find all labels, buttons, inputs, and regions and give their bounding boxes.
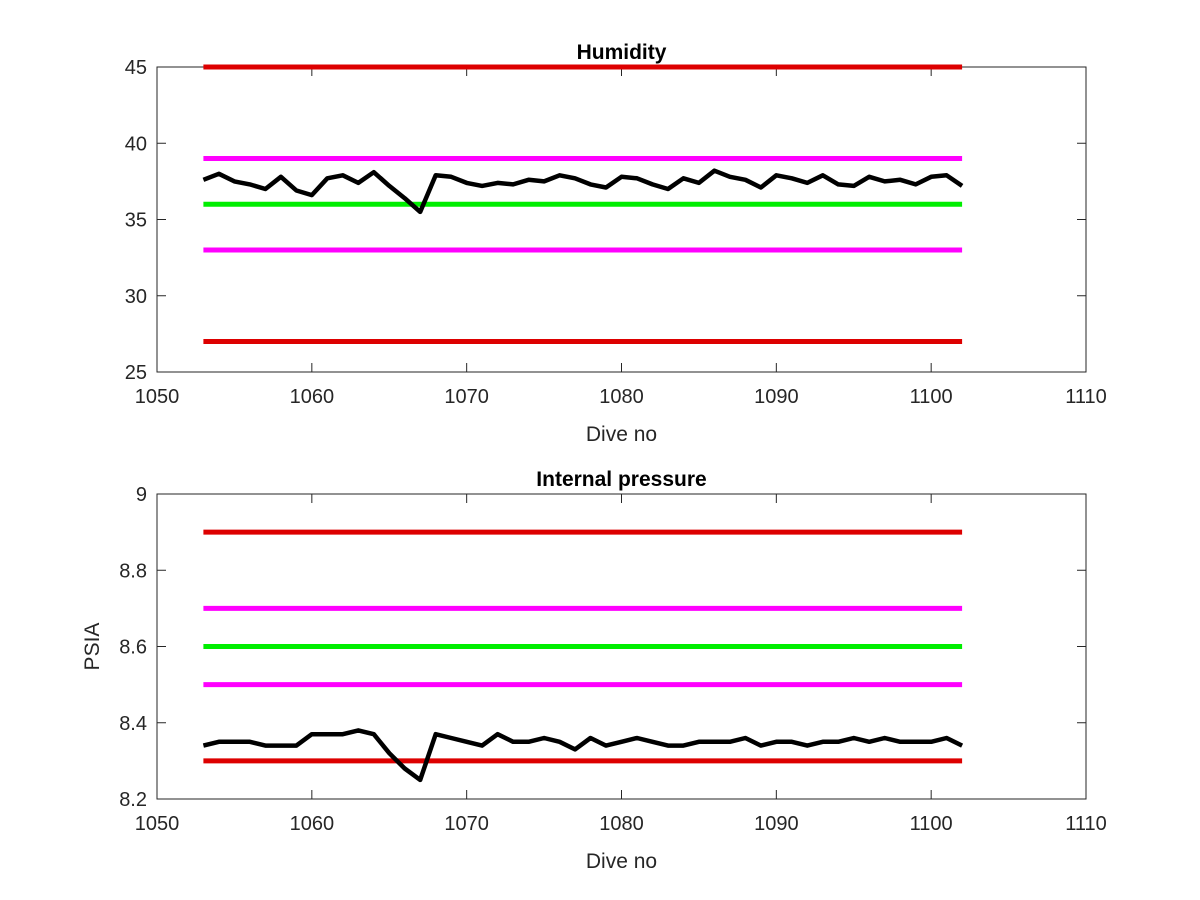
- series-line-data: [202, 728, 964, 783]
- y-tick-label: 30: [125, 286, 147, 308]
- x-tick-label: 1050: [135, 386, 180, 408]
- x-tick-label: 1100: [910, 386, 953, 408]
- series-line-data: [202, 168, 964, 215]
- x-tick-label: 1100: [910, 813, 953, 835]
- y-tick-label: 8.4: [119, 713, 147, 735]
- chart-panel-1: 1050 1060 1070 1080 1090 1100 1110 25 30 35 40 45 Hu…: [125, 41, 1107, 446]
- x-tick-label: 1050: [135, 813, 180, 835]
- chart-panel-2: 1050 1060 1070 1080 1090 1100 1110 8.2 8.4 8.6 8.8…: [81, 468, 1107, 873]
- y-axis-label: PSIA: [81, 623, 104, 671]
- y-tick-label: 8.6: [119, 637, 147, 659]
- x-tick-label: 1060: [290, 813, 335, 835]
- y-tick-label: 45: [125, 57, 147, 79]
- x-tick-label: 1060: [290, 386, 335, 408]
- y-tick-label: 40: [125, 133, 147, 155]
- x-axis-label: Dive no: [586, 423, 657, 446]
- chart-title: Humidity: [577, 41, 667, 64]
- x-tick-label: 1080: [599, 386, 644, 408]
- x-tick-label: 1080: [599, 813, 644, 835]
- x-tick-label: 1110: [1065, 813, 1107, 835]
- y-tick-label: 9: [136, 484, 147, 506]
- y-tick-label: 8.8: [119, 560, 147, 582]
- x-tick-label: 1110: [1065, 386, 1107, 408]
- x-axis-label: Dive no: [586, 850, 657, 873]
- x-tick-label: 1090: [754, 386, 799, 408]
- chart-title: Internal pressure: [536, 468, 706, 491]
- x-tick-label: 1070: [444, 386, 489, 408]
- y-tick-label: 8.2: [119, 789, 147, 811]
- x-tick-label: 1070: [444, 813, 489, 835]
- y-tick-label: 35: [125, 210, 147, 232]
- y-tick-label: 25: [125, 362, 147, 384]
- axes-box: [156, 66, 1087, 373]
- x-tick-label: 1090: [754, 813, 799, 835]
